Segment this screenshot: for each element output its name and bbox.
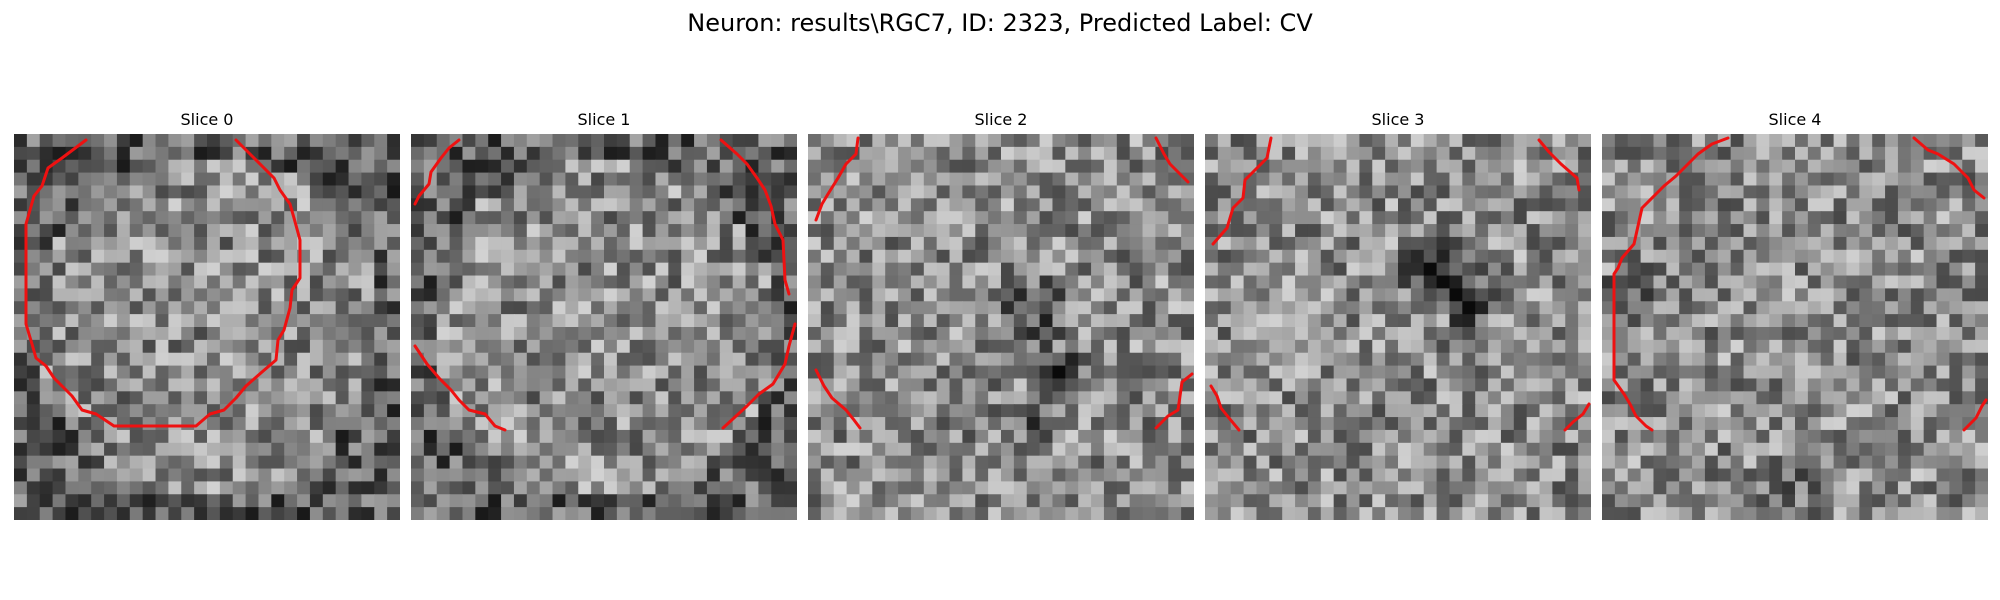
slice-image	[14, 134, 400, 520]
slice-title: Slice 0	[180, 110, 234, 129]
slice-title: Slice 4	[1768, 110, 1822, 129]
slice-panel-4: Slice 4	[1602, 108, 1988, 522]
contour-line	[413, 138, 461, 206]
contour-line	[1209, 384, 1241, 432]
slice-title: Slice 1	[577, 110, 631, 129]
contour-line	[1912, 136, 1986, 200]
contour-line	[719, 138, 791, 296]
contour-line	[1563, 402, 1591, 432]
contour-line	[413, 344, 507, 432]
contour-line	[814, 368, 862, 430]
slice-image	[411, 134, 797, 520]
contour-line	[1962, 398, 1988, 432]
slice-image	[808, 134, 1194, 520]
contour-line	[1211, 136, 1273, 246]
slice-panel-2: Slice 2	[808, 108, 1194, 522]
contour-line	[24, 138, 302, 428]
contour-line	[721, 322, 797, 430]
slice-title: Slice 3	[1371, 110, 1425, 129]
slice-panel-3: Slice 3	[1205, 108, 1591, 522]
contour-line	[1154, 372, 1194, 430]
slice-title: Slice 2	[974, 110, 1028, 129]
slice-panel-1: Slice 1	[411, 108, 797, 522]
contour-line	[814, 136, 860, 222]
figure-title: Neuron: results\RGC7, ID: 2323, Predicte…	[687, 9, 1313, 37]
contour-line	[1537, 138, 1581, 192]
slice-panel-0: Slice 0	[14, 108, 400, 522]
contour-line	[1154, 136, 1190, 184]
contour-line	[1612, 136, 1730, 432]
slice-image	[1205, 134, 1591, 520]
slice-image	[1602, 134, 1988, 520]
